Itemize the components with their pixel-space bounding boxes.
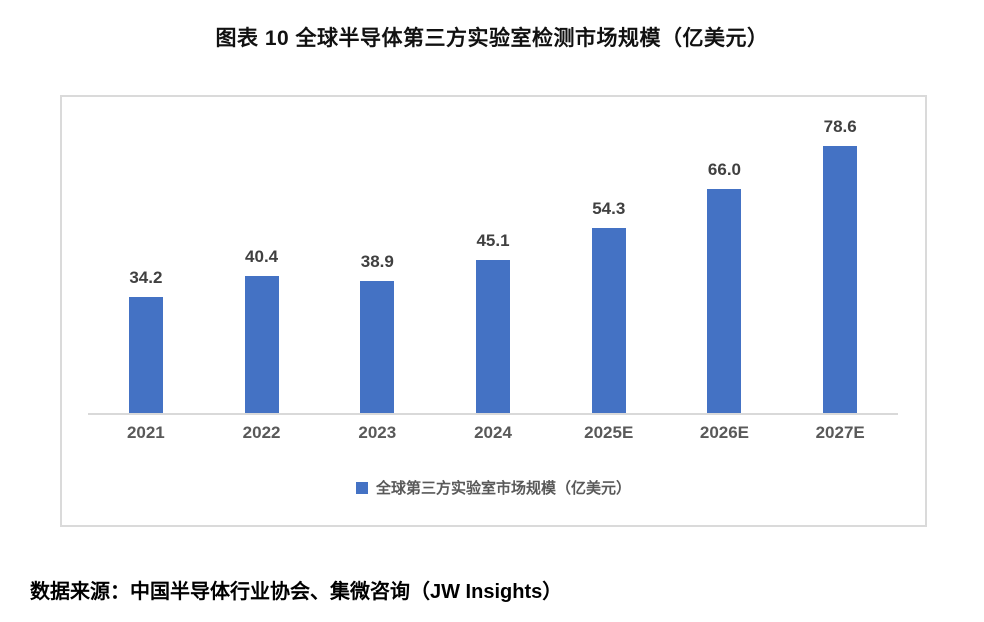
bar-column-2024: 45.1 (435, 107, 551, 413)
bar-value-label: 45.1 (476, 230, 510, 250)
x-axis-label-2022: 2022 (242, 423, 281, 442)
bar-column-2023: 38.9 (319, 107, 435, 413)
legend-label: 全球第三方实验室市场规模（亿美元） (375, 480, 631, 497)
x-axis-labels: 2021 2022 2023 2024 2025E 2026E 2027E (88, 423, 898, 443)
bar-value-label: 66.0 (707, 159, 741, 179)
bar-value-label: 34.2 (129, 267, 163, 287)
legend-marker-icon (355, 481, 368, 494)
bar-column-2021: 34.2 (88, 107, 204, 413)
bar-value-label: 38.9 (360, 251, 394, 271)
bar-2026E (707, 188, 742, 413)
x-axis-line (88, 413, 898, 415)
bar-column-2022: 40.4 (204, 107, 320, 413)
bar-2022 (244, 275, 279, 413)
bar-column-2027E: 78.6 (782, 107, 898, 413)
bar-2024 (476, 259, 511, 413)
x-axis-label-2021: 2021 (126, 423, 165, 442)
bar-2025E (591, 228, 626, 413)
bar-column-2026E: 66.0 (667, 107, 783, 413)
x-axis-label-2025E: 2025E (584, 423, 634, 442)
bar-value-label: 40.4 (245, 246, 279, 266)
bar-2023 (360, 280, 395, 413)
chart-title: 图表 10 全球半导体第三方实验室检测市场规模（亿美元） (215, 27, 769, 50)
bar-value-label: 54.3 (592, 199, 626, 219)
x-axis-label-2026E: 2026E (699, 423, 750, 442)
bar-2027E (823, 145, 858, 413)
bar-column-2025E: 54.3 (551, 107, 667, 413)
chart-legend: 全球第三方实验室市场规模（亿美元） (62, 477, 925, 498)
x-axis-label-2024: 2024 (474, 423, 512, 442)
bar-2021 (128, 296, 163, 413)
data-source-note: 数据来源：中国半导体行业协会、集微咨询（JW Insights） (30, 581, 563, 603)
chart-container: 34.2 40.4 38.9 45.1 54.3 66.0 78.6 2021 2022 202… (60, 95, 927, 527)
x-axis-label-2027E: 2027E (815, 423, 865, 442)
bar-value-label: 78.6 (823, 116, 857, 136)
plot-area: 34.2 40.4 38.9 45.1 54.3 66.0 78.6 (88, 107, 898, 413)
x-axis-label-2023: 2023 (358, 423, 397, 442)
